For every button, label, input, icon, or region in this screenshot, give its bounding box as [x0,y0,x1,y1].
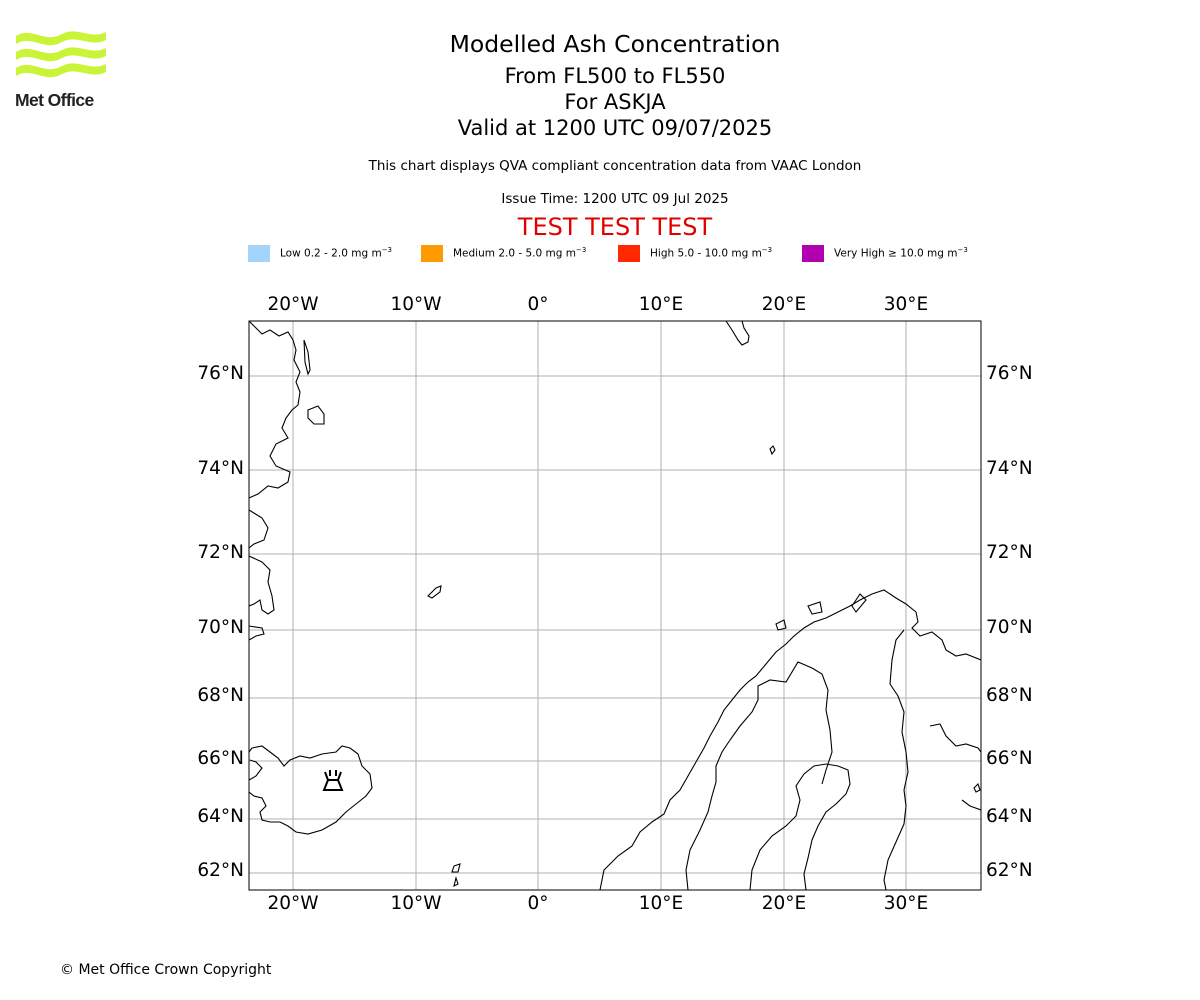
flight-level-range: From FL500 to FL550 [504,64,726,88]
iceland [249,745,373,835]
test-banner: TEST TEST TEST [517,213,713,241]
tick-bottom-30e: 30°E [883,893,929,914]
legend-high-label: High 5.0 - 10.0 mg m [650,247,762,260]
legend-low-label: Low 0.2 - 2.0 mg m [280,247,382,260]
met-office-logo: Met Office [14,28,109,112]
tick-top-20e: 20°E [761,294,807,315]
tick-bottom-20e: 20°E [761,893,807,914]
copyright-notice: © Met Office Crown Copyright [60,962,272,978]
tick-right-76n: 76°N [986,363,1033,384]
tick-bottom-10e: 10°E [638,893,684,914]
tick-right-66n: 66°N [986,748,1033,769]
legend-very-high-label: Very High ≥ 10.0 mg m [834,247,958,260]
jan-mayen [427,585,442,599]
legend-low-exponent: −3 [381,246,393,254]
map-frame [248,320,982,891]
sweden-finland-border [685,629,909,890]
tick-right-70n: 70°N [986,617,1033,638]
tick-left-66n: 66°N [197,748,244,769]
tick-bottom-10w: 10°W [390,893,442,914]
volcano-name: For ASKJA [564,90,666,114]
chart-title: Modelled Ash Concentration [449,30,781,58]
tick-left-68n: 68°N [197,685,244,706]
legend-low-swatch [248,245,270,262]
tick-left-62n: 62°N [197,860,244,881]
issue-time: Issue Time: 1200 UTC 09 Jul 2025 [501,191,729,207]
legend-medium-swatch [421,245,443,262]
white-sea [929,723,981,811]
tick-top-10w: 10°W [390,294,442,315]
greenland-island [307,405,325,425]
svalbard-tip [725,321,750,346]
norway-coast [599,589,981,890]
tick-left-64n: 64°N [197,806,244,827]
tick-left-70n: 70°N [197,617,244,638]
coastlines [249,321,981,890]
volcano-icon [322,770,344,791]
tick-right-62n: 62°N [986,860,1033,881]
tick-right-72n: 72°N [986,542,1033,563]
tick-bottom-0: 0° [527,893,549,914]
bear-island [769,445,776,456]
tick-bottom-20w: 20°W [267,893,319,914]
greenland-coast [249,321,301,641]
tick-top-20w: 20°W [267,294,319,315]
legend-high-swatch [618,245,640,262]
tick-top-30e: 30°E [883,294,929,315]
tick-top-0: 0° [527,294,549,315]
chart-description: This chart displays QVA compliant concen… [368,158,862,174]
tick-right-64n: 64°N [986,806,1033,827]
tick-right-74n: 74°N [986,458,1033,479]
tick-left-76n: 76°N [197,363,244,384]
graticule [249,321,981,890]
legend-very-high-exponent: −3 [957,246,968,254]
legend-high-exponent: −3 [761,246,773,254]
tick-left-72n: 72°N [197,542,244,563]
tick-right-68n: 68°N [986,685,1033,706]
gulf-of-bothnia [749,763,851,890]
coastal-islands [451,593,867,888]
greenland-inlet [303,339,311,376]
legend-medium-label: Medium 2.0 - 5.0 mg m [453,247,576,260]
legend-medium-exponent: −3 [575,246,587,254]
tick-top-10e: 10°E [638,294,684,315]
valid-time: Valid at 1200 UTC 09/07/2025 [457,116,773,140]
tick-left-74n: 74°N [197,458,244,479]
met-office-wordmark: Met Office [15,90,94,110]
legend-very-high-swatch [802,245,824,262]
met-office-waves-icon [16,31,106,78]
